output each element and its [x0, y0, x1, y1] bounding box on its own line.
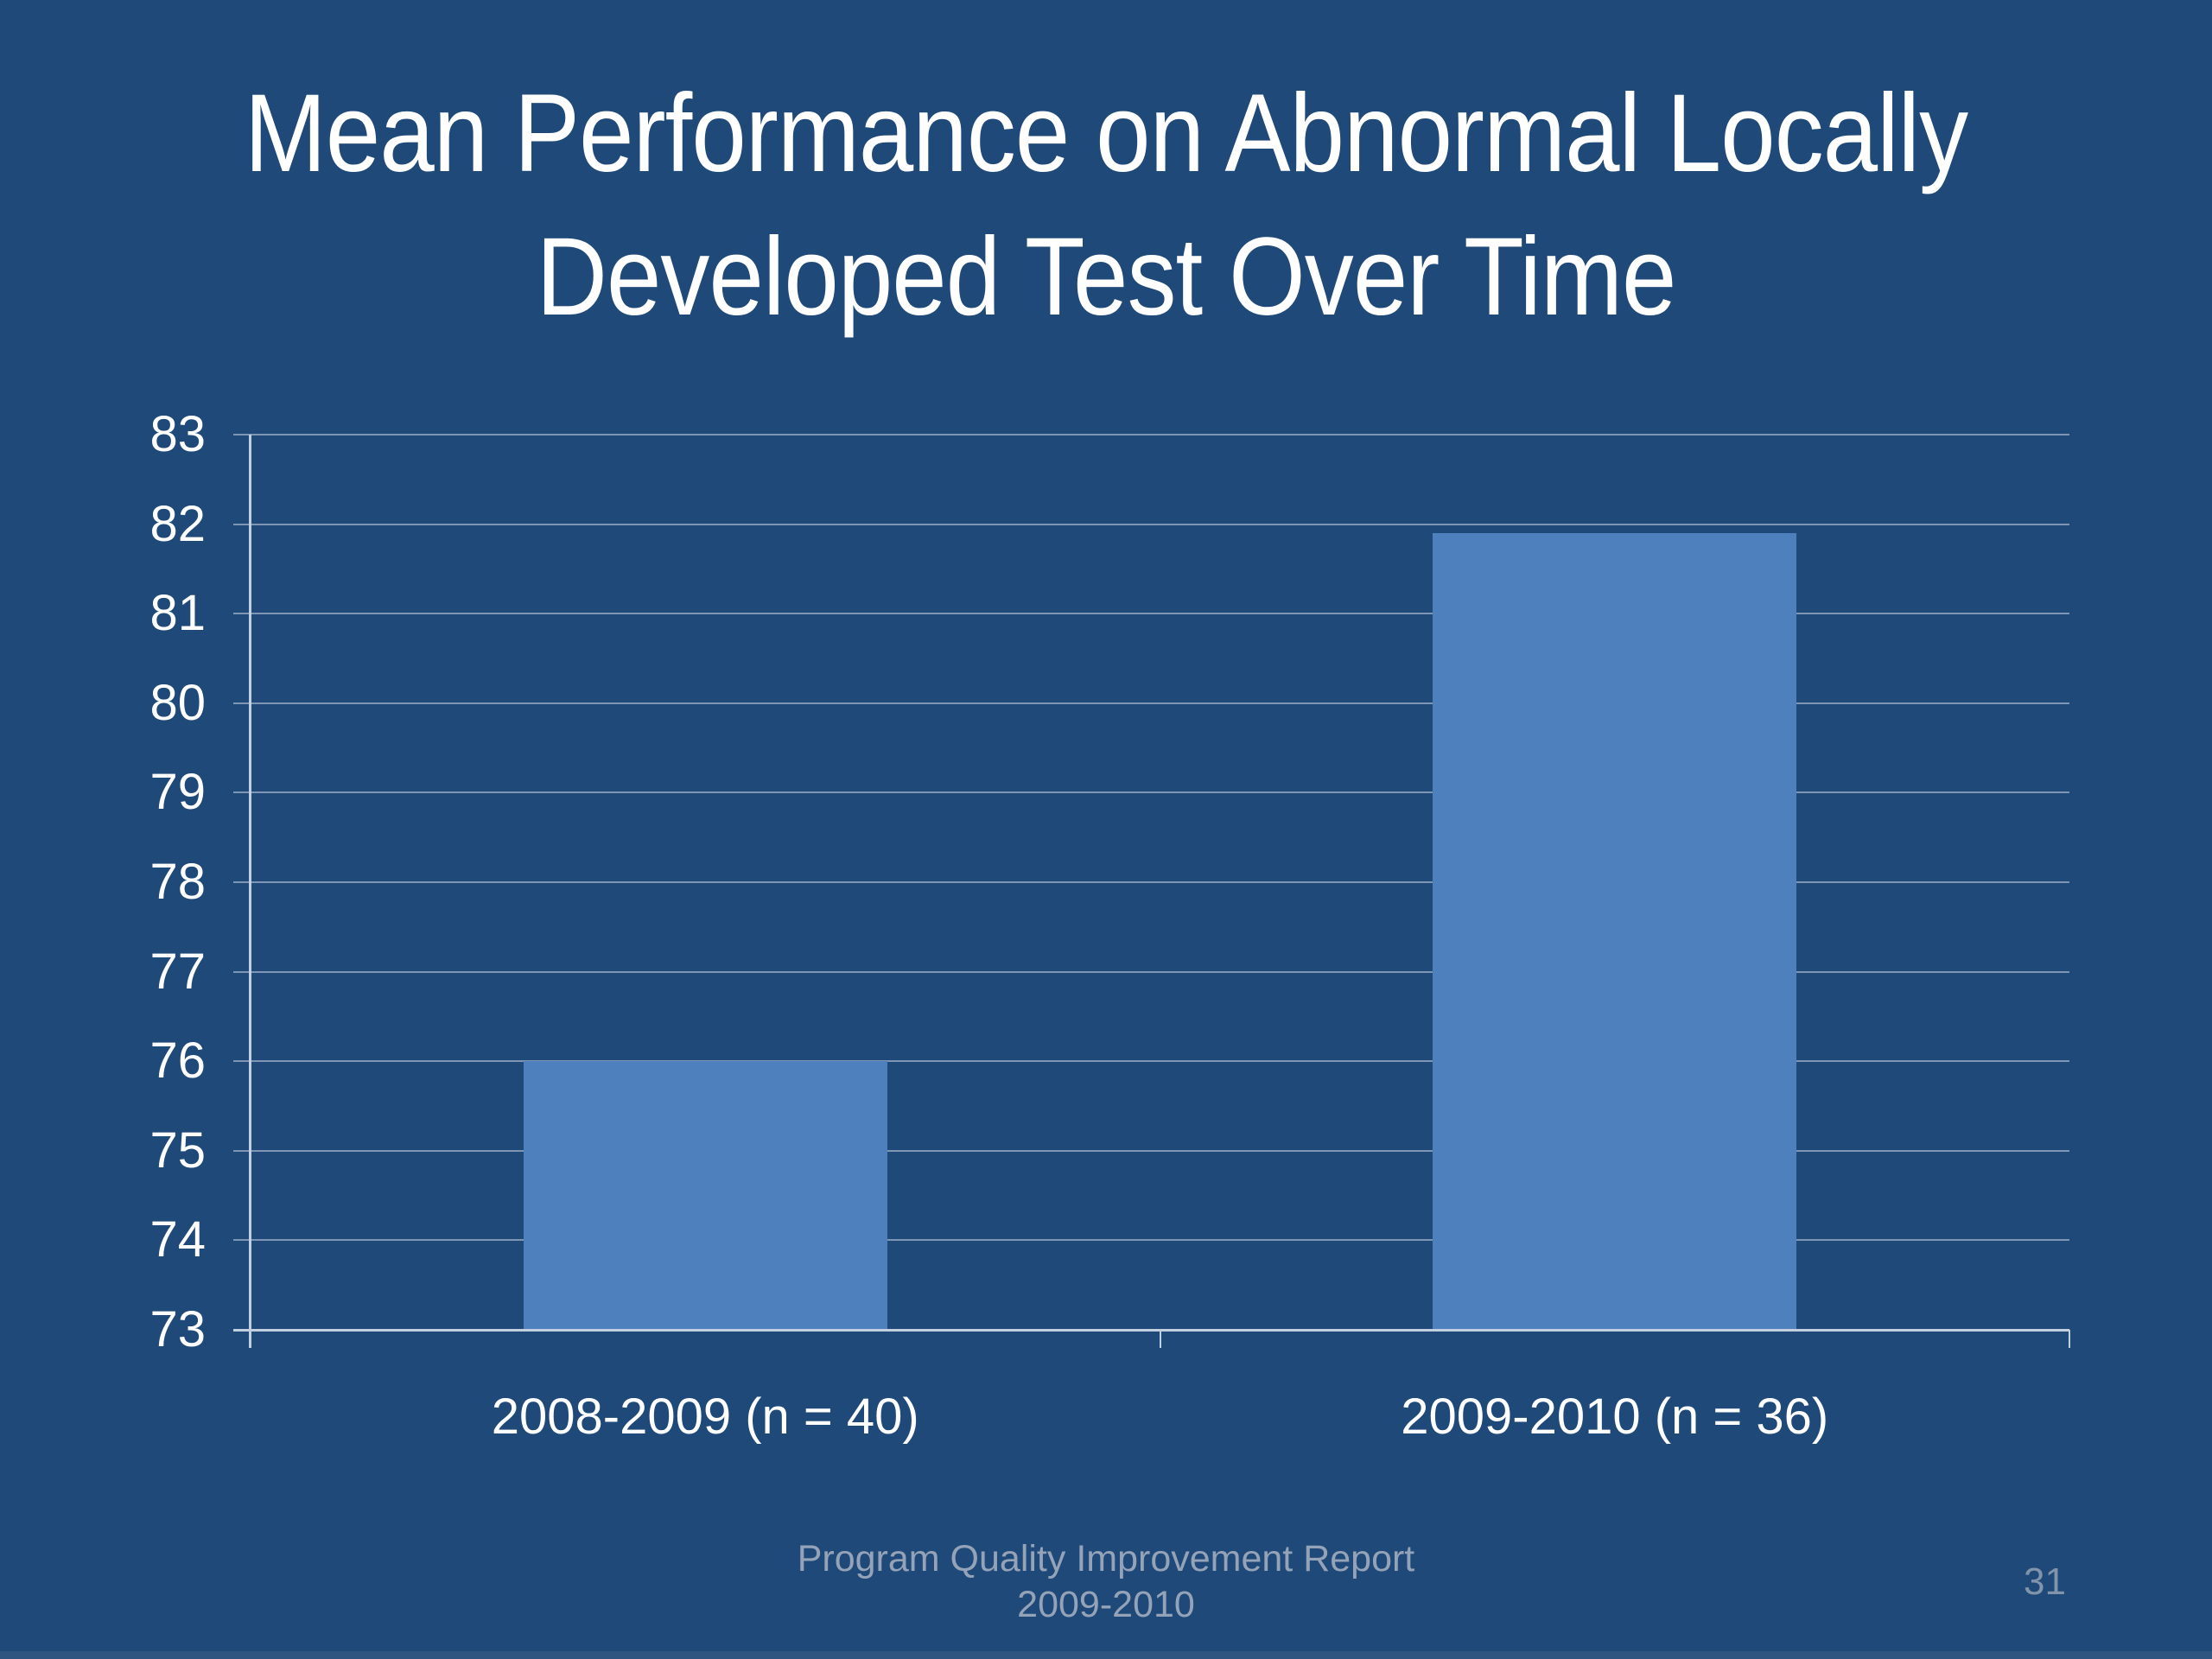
y-axis-label: 81 [149, 585, 206, 642]
bottom-strip [0, 1651, 2212, 1659]
x-axis-tick [2069, 1330, 2070, 1348]
gridline-79 [233, 791, 2069, 794]
y-axis-label: 76 [149, 1033, 206, 1090]
gridline-81 [233, 613, 2069, 615]
slide-title: Mean Performance on Abnormal Locally Dev… [122, 62, 2090, 349]
footer-report-title: Program Quality Improvement Report [797, 1538, 1415, 1580]
gridline-80 [233, 702, 2069, 704]
gridline-83 [233, 434, 2069, 435]
bar-2 [1433, 532, 1797, 1330]
footer: Program Quality Improvement Report 2009-… [0, 1536, 2212, 1628]
y-axis-label: 77 [149, 943, 206, 1000]
slide-title-line1: Mean Performance on Abnormal Locally [244, 72, 1968, 195]
y-axis-label: 82 [149, 495, 206, 552]
y-axis-label: 74 [149, 1211, 206, 1268]
x-axis-tick [1159, 1330, 1161, 1348]
y-axis-label: 83 [149, 406, 206, 462]
page-number: 31 [2024, 1560, 2066, 1603]
y-axis-line [249, 435, 251, 1348]
bar-1 [523, 1061, 887, 1330]
x-axis-label: 2009-2010 (n = 36) [1401, 1389, 1829, 1445]
y-axis-label: 78 [149, 854, 206, 910]
y-axis-label: 80 [149, 674, 206, 731]
y-axis-label: 79 [149, 764, 206, 821]
gridline-77 [233, 970, 2069, 973]
footer-report-year: 2009-2010 [1017, 1584, 1195, 1625]
gridline-74 [233, 1239, 2069, 1242]
gridline-78 [233, 881, 2069, 883]
x-axis-line [233, 1329, 2069, 1332]
slide-title-line2: Developed Test Over Time [536, 215, 1677, 339]
gridline-76 [233, 1060, 2069, 1063]
gridline-75 [233, 1149, 2069, 1152]
gridline-82 [233, 523, 2069, 525]
y-axis-label: 73 [149, 1301, 206, 1357]
x-axis-label: 2008-2009 (n = 40) [491, 1389, 919, 1445]
y-axis-label: 75 [149, 1122, 206, 1179]
